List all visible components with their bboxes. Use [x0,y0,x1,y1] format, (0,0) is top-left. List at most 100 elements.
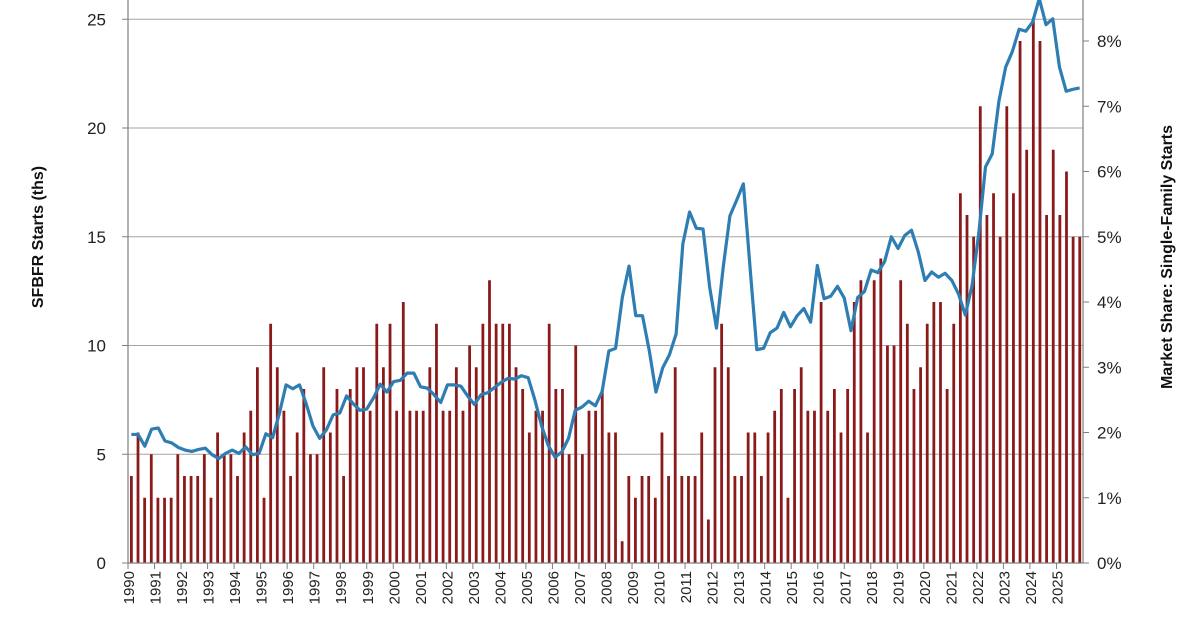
bar [368,410,372,563]
bar [587,410,591,563]
bar [554,389,558,563]
bar [1058,215,1062,563]
bar [693,476,697,563]
bar [614,432,617,563]
bar [275,367,279,563]
bar [541,410,544,563]
bar [501,323,505,563]
bar [1051,149,1055,563]
bar [348,389,352,563]
bar [256,367,259,563]
x-tick-label: 2021 [943,571,960,604]
bar [189,476,193,563]
bar [567,454,571,563]
right-tick-label: 6% [1097,163,1122,182]
bar [202,454,206,563]
bar [998,236,1002,563]
bar [640,476,644,563]
x-tick-label: 2013 [731,571,748,604]
x-tick-label: 2003 [466,571,483,604]
bar [806,410,810,563]
x-tick-label: 2018 [864,571,881,604]
bar [753,432,757,563]
bar [1078,236,1082,563]
bar [574,345,578,563]
bar [713,367,717,563]
left-tick-label: 10 [87,337,106,356]
bar [965,215,969,563]
right-tick-label: 4% [1097,293,1122,312]
bar [607,432,611,563]
bar [939,302,942,563]
bar [222,454,226,563]
bar [992,193,995,563]
bar [647,476,651,563]
bar [375,323,379,563]
bar [295,432,299,563]
bar [852,302,856,563]
bar [620,541,624,563]
bar [216,432,219,563]
bar [958,193,962,563]
bar [660,432,664,563]
bar [435,323,438,563]
bar [508,323,511,563]
bar [779,389,783,563]
bar [408,410,412,563]
bar [527,432,531,563]
bar [819,302,823,563]
right-tick-label: 1% [1097,489,1122,508]
bar-series [129,19,1082,563]
bar [328,432,332,563]
x-tick-label: 2016 [811,571,828,604]
x-tick-label: 2014 [758,571,775,604]
bar [985,215,989,563]
bar [886,345,889,563]
bar [136,432,140,563]
bar [859,280,863,563]
bar [600,389,604,563]
x-tick-label: 1994 [227,571,244,604]
bar [813,410,816,563]
x-tick-label: 2019 [890,571,907,604]
x-tick-label: 2024 [1023,571,1040,604]
x-tick-label: 2017 [837,571,854,604]
bar [634,497,637,563]
bar [866,432,869,563]
bar [1031,19,1035,563]
bar [395,410,399,563]
x-tick-label: 2005 [519,571,536,604]
bar [169,497,173,563]
bar [832,389,836,563]
bar [919,367,922,563]
bar [978,106,982,563]
bar [282,410,286,563]
bar [468,345,472,563]
bar [786,497,790,563]
left-tick-label: 20 [87,119,106,138]
bar [627,476,631,563]
bar [388,323,392,563]
bar [441,410,445,563]
x-tick-label: 2025 [1049,571,1066,604]
bar [687,476,690,563]
bar [196,476,200,563]
bar [342,476,345,563]
left-axis-ticks: 0 5 10 15 20 25 [87,10,128,573]
bar [706,519,710,563]
x-axis-year-labels: 1990 1991 1992 1993 1994 1995 1996 1997 1998 1999… [121,563,1066,604]
x-tick-label: 2022 [970,571,987,604]
right-axis-title: Market Share: Single-Family Starts [1159,125,1176,389]
x-tick-label: 1993 [201,571,218,604]
bar [1025,149,1029,563]
bar [667,476,670,563]
bar [773,410,777,563]
bar [1005,106,1009,563]
bar [415,410,418,563]
bar [846,389,850,563]
bar [680,476,684,563]
x-tick-label: 2020 [917,571,934,604]
bar [521,389,525,563]
bar [799,367,803,563]
bar [594,410,598,563]
